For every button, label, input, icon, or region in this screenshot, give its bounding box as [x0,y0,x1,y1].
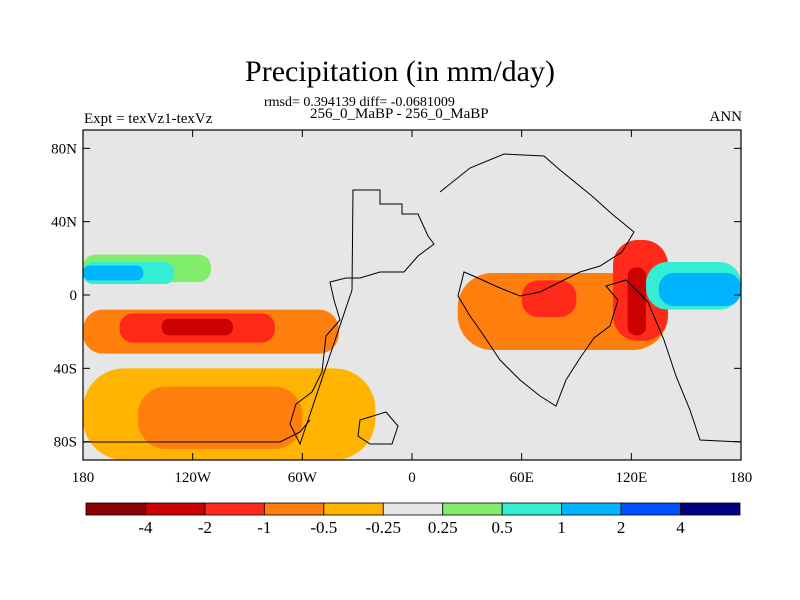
x-tick-label: 0 [408,470,416,486]
anomaly-region-southern-ocean-dry-core [137,386,303,449]
x-tick-label: 120W [174,470,212,486]
experiment-label: Expt = texVz1-texVz [84,111,213,127]
colorbar-swatch [561,502,622,516]
anomaly-region-africa-equatorial-dry-max [521,280,577,317]
chart-title: Precipitation (in mm/day) [245,55,555,88]
x-tick-label: 60W [288,470,318,486]
colorbar-swatch [323,502,384,516]
season-label: ANN [709,109,743,125]
y-tick-label: 80N [51,141,77,157]
anomaly-region-west-pacific-dry-max [627,267,646,336]
colorbar-swatch [85,502,146,516]
colorbar-label: 0.5 [492,518,513,537]
x-tick-label: 60E [510,470,534,486]
colorbar-label: -2 [198,518,212,537]
colorbar-label: 1 [557,518,566,537]
y-tick-label: 80S [54,435,77,451]
y-tick-label: 0 [70,288,78,304]
colorbar-swatch [620,502,681,516]
colorbar-label: -4 [138,518,153,537]
x-tick-label: 180 [730,470,753,486]
coastline-segment-3 [83,419,311,443]
anomaly-region-tropical-east-wet-core [658,273,741,306]
colorbar-label: -1 [257,518,271,537]
colorbar-swatch [501,502,563,516]
colorbar-swatch [263,502,325,516]
colorbar-swatch [680,502,741,516]
colorbar-label: 2 [617,518,626,537]
anomaly-region-south-pacific-dry-max [161,318,233,336]
anomaly-region-north-pacific-wet-inner [83,265,144,281]
colorbar-label: 4 [676,518,685,537]
colorbar-label: -0.5 [310,518,337,537]
colorbar-swatch [442,502,503,516]
stats-label: rmsd= 0.394139 diff= -0.0681009 [264,95,455,110]
y-tick-label: 40N [51,215,77,231]
y-tick-label: 40S [54,361,77,377]
runs-label: 256_0_MaBP - 256_0_MaBP [310,106,489,122]
coastline-segment-0 [289,189,435,446]
x-tick-label: 180 [72,470,95,486]
coastline [83,153,741,446]
x-tick-label: 120E [615,470,647,486]
colorbar-label: -0.25 [366,518,401,537]
coastline-segment-2 [357,411,399,445]
colorbar-swatch [204,502,265,516]
colorbar-swatch [382,502,444,516]
coastline-segment-1 [439,153,741,443]
colorbar-label: 0.25 [428,518,458,537]
colorbar-swatch [145,502,206,516]
